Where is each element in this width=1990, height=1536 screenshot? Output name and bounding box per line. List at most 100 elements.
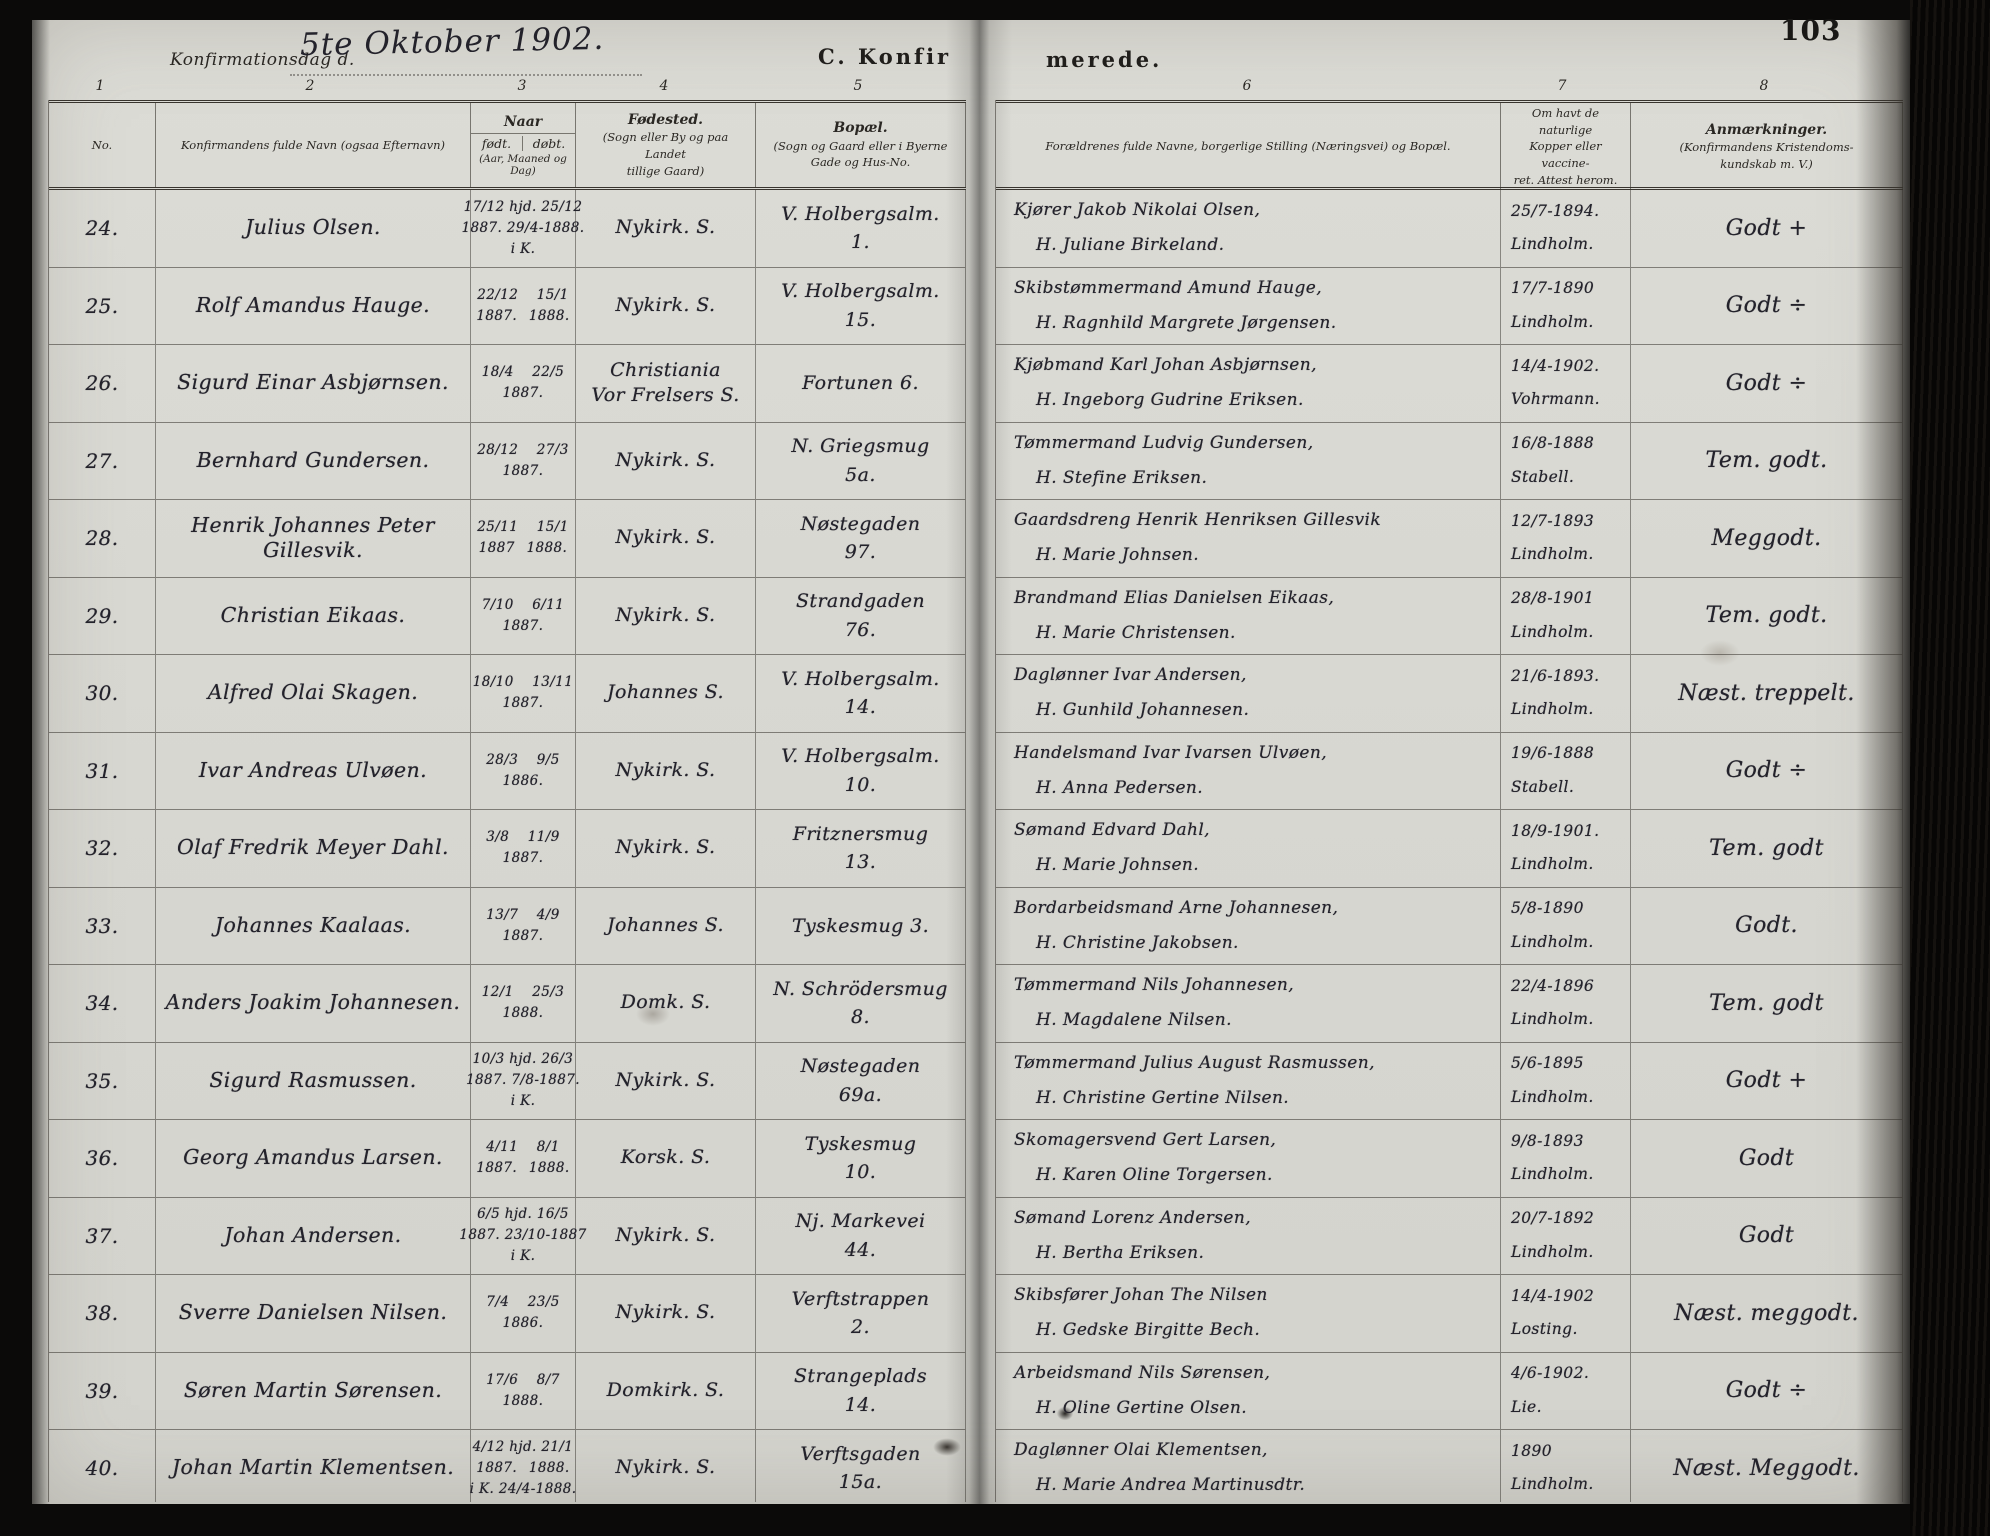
birth-baptism-dates: 4/11 8/1 1887. 1888. <box>471 1120 576 1198</box>
row-number: 29. <box>49 577 156 655</box>
remark-grade: Godt ÷ <box>1631 345 1903 423</box>
birthplace: Nykirk. S. <box>576 1197 756 1275</box>
birth-baptism-dates: 3/8 11/9 1887. <box>471 810 576 888</box>
column-number-6: 6 <box>1242 78 1252 94</box>
remark-grade: Godt ÷ <box>1631 267 1903 345</box>
parents-names: Daglønner Ivar Andersen, H. Gunhild Johan… <box>996 655 1501 733</box>
row-number: 25. <box>49 267 156 345</box>
confirmand-name: Ivar Andreas Ulvøen. <box>156 732 471 810</box>
col-header-birthplace: Fødested. (Sogn eller By og paa Landet t… <box>576 103 756 187</box>
residence: Strandgaden 76. <box>756 577 966 655</box>
birthplace: Nykirk. S. <box>576 810 756 888</box>
col-header-no: No. <box>49 103 156 187</box>
remark-grade: Godt + <box>1631 1042 1903 1120</box>
confirmand-name: Sigurd Rasmussen. <box>156 1042 471 1120</box>
residence: Strangeplads 14. <box>756 1352 966 1430</box>
residence: V. Holbergsalm. 10. <box>756 732 966 810</box>
parents-names: Handelsmand Ivar Ivarsen Ulvøen, H. Anna … <box>996 732 1501 810</box>
parents-names: Skibstømmermand Amund Hauge, H. Ragnhild … <box>996 267 1501 345</box>
residence: Fortunen 6. <box>756 345 966 423</box>
birth-baptism-dates: 18/4 22/5 1887. <box>471 345 576 423</box>
vaccination-attest: 12/7-1893 Lindholm. <box>1501 500 1631 578</box>
left-table-header: No. Konfirmandens fulde Navn (ogsaa Efte… <box>49 100 966 190</box>
row-number: 30. <box>49 655 156 733</box>
confirmand-name: Christian Eikaas. <box>156 577 471 655</box>
birthplace: Nykirk. S. <box>576 422 756 500</box>
remark-grade: Godt <box>1631 1197 1903 1275</box>
parents-names: Kjøbmand Karl Johan Asbjørnsen, H. Ingebo… <box>996 345 1501 423</box>
col-header-residence: Bopæl. (Sogn og Gaard eller i Byerne Gad… <box>756 103 966 187</box>
confirmand-name: Julius Olsen. <box>156 190 471 268</box>
confirmand-name: Johannes Kaalaas. <box>156 887 471 965</box>
remark-grade: Næst. meggodt. <box>1631 1275 1903 1353</box>
parents-names: Kjører Jakob Nikolai Olsen, H. Juliane Bi… <box>996 190 1501 268</box>
birthplace: Johannes S. <box>576 655 756 733</box>
col-header-parents: Forældrenes fulde Navne, borgerlige Stil… <box>996 103 1501 191</box>
right-table-header: Forældrenes fulde Navne, borgerlige Stil… <box>996 100 1903 191</box>
birth-baptism-dates: 13/7 4/9 1887. <box>471 887 576 965</box>
birth-baptism-dates: 17/12 hjd. 25/12 1887. 29/4-1888. i K. <box>462 190 584 268</box>
row-number: 26. <box>49 345 156 423</box>
birthplace: Nykirk. S. <box>576 500 756 578</box>
right-table-body: Kjører Jakob Nikolai Olsen, H. Juliane Bi… <box>996 190 1903 1502</box>
parents-names: Arbeidsmand Nils Sørensen, H. Oline Gerti… <box>996 1352 1501 1430</box>
parents-names: Sømand Lorenz Andersen, H. Bertha Eriksen… <box>996 1197 1501 1275</box>
confirmand-name: Sverre Danielsen Nilsen. <box>156 1275 471 1353</box>
confirmation-day-handwritten: 5te Oktober 1902. <box>299 20 605 64</box>
confirmand-name: Anders Joakim Johannesen. <box>156 965 471 1043</box>
birthplace: Domk. S. <box>576 965 756 1043</box>
remark-grade: Tem. godt <box>1631 965 1903 1043</box>
confirmand-name: Georg Amandus Larsen. <box>156 1120 471 1198</box>
birth-baptism-dates: 7/10 6/11 1887. <box>471 577 576 655</box>
row-number: 33. <box>49 887 156 965</box>
parents-names: Sømand Edvard Dahl, H. Marie Johnsen. <box>996 810 1501 888</box>
parents-names: Skomagersvend Gert Larsen, H. Karen Oline… <box>996 1120 1501 1198</box>
column-number-2: 2 <box>305 78 315 94</box>
confirmand-name: Johan Martin Klementsen. <box>156 1430 471 1502</box>
remark-grade: Tem. godt <box>1631 810 1903 888</box>
vaccination-attest: 21/6-1893. Lindholm. <box>1501 655 1631 733</box>
page-stack-edges <box>1910 0 1990 1536</box>
birthplace: Nykirk. S. <box>576 1042 756 1120</box>
page-number: 103 <box>1780 14 1842 47</box>
residence: N. Griegsmug 5a. <box>756 422 966 500</box>
birthplace: Johannes S. <box>576 887 756 965</box>
row-number: 32. <box>49 810 156 888</box>
birthplace: Nykirk. S. <box>576 577 756 655</box>
residence: Nj. Markevei 44. <box>756 1197 966 1275</box>
remark-grade: Godt <box>1631 1120 1903 1198</box>
residence: Fritznersmug 13. <box>756 810 966 888</box>
residence: Nøstegaden 97. <box>756 500 966 578</box>
confirmand-name: Johan Andersen. <box>156 1197 471 1275</box>
row-number: 37. <box>49 1197 156 1275</box>
parents-names: Skibsfører Johan The Nilsen H. Gedske Bir… <box>996 1275 1501 1353</box>
col-header-remarks: Anmærkninger. (Konfirmandens Kristendoms… <box>1631 103 1903 191</box>
row-number: 27. <box>49 422 156 500</box>
parents-names: Daglønner Olai Klementsen, H. Marie Andre… <box>996 1430 1501 1502</box>
remark-grade: Godt + <box>1631 190 1903 268</box>
column-number-5: 5 <box>853 78 863 94</box>
confirmand-name: Henrik Johannes Peter Gillesvik. <box>156 500 471 578</box>
remark-grade: Godt ÷ <box>1631 1352 1903 1430</box>
title-dotted-underline <box>290 74 642 76</box>
vaccination-attest: 9/8-1893 Lindholm. <box>1501 1120 1631 1198</box>
col-header-dobt: døbt. <box>532 136 566 151</box>
remark-grade: Næst. Meggodt. <box>1631 1430 1903 1502</box>
birthplace: Domkirk. S. <box>576 1352 756 1430</box>
birth-baptism-dates: 4/12 hjd. 21/1 1887. 1888. i K. 24/4-1888. <box>470 1430 576 1502</box>
residence: Nøstegaden 69a. <box>756 1042 966 1120</box>
remark-grade: Tem. godt. <box>1631 422 1903 500</box>
left-table-body: 24. Julius Olsen. 17/12 hjd. 25/12 1887. 29… <box>49 190 966 1502</box>
section-title-left: C. Konfir <box>818 44 952 69</box>
birthplace: Nykirk. S. <box>576 732 756 810</box>
birthplace: Nykirk. S. <box>576 267 756 345</box>
row-number: 39. <box>49 1352 156 1430</box>
birthplace: Korsk. S. <box>576 1120 756 1198</box>
residence: Verftsgaden 15a. <box>756 1430 966 1502</box>
section-title-right: merede. <box>1046 47 1163 72</box>
birth-baptism-dates: 28/12 27/3 1887. <box>471 422 576 500</box>
residence: V. Holbergsalm. 1. <box>756 190 966 268</box>
parents-names: Tømmermand Nils Johannesen, H. Magdalene … <box>996 965 1501 1043</box>
vaccination-attest: 5/8-1890 Lindholm. <box>1501 887 1631 965</box>
